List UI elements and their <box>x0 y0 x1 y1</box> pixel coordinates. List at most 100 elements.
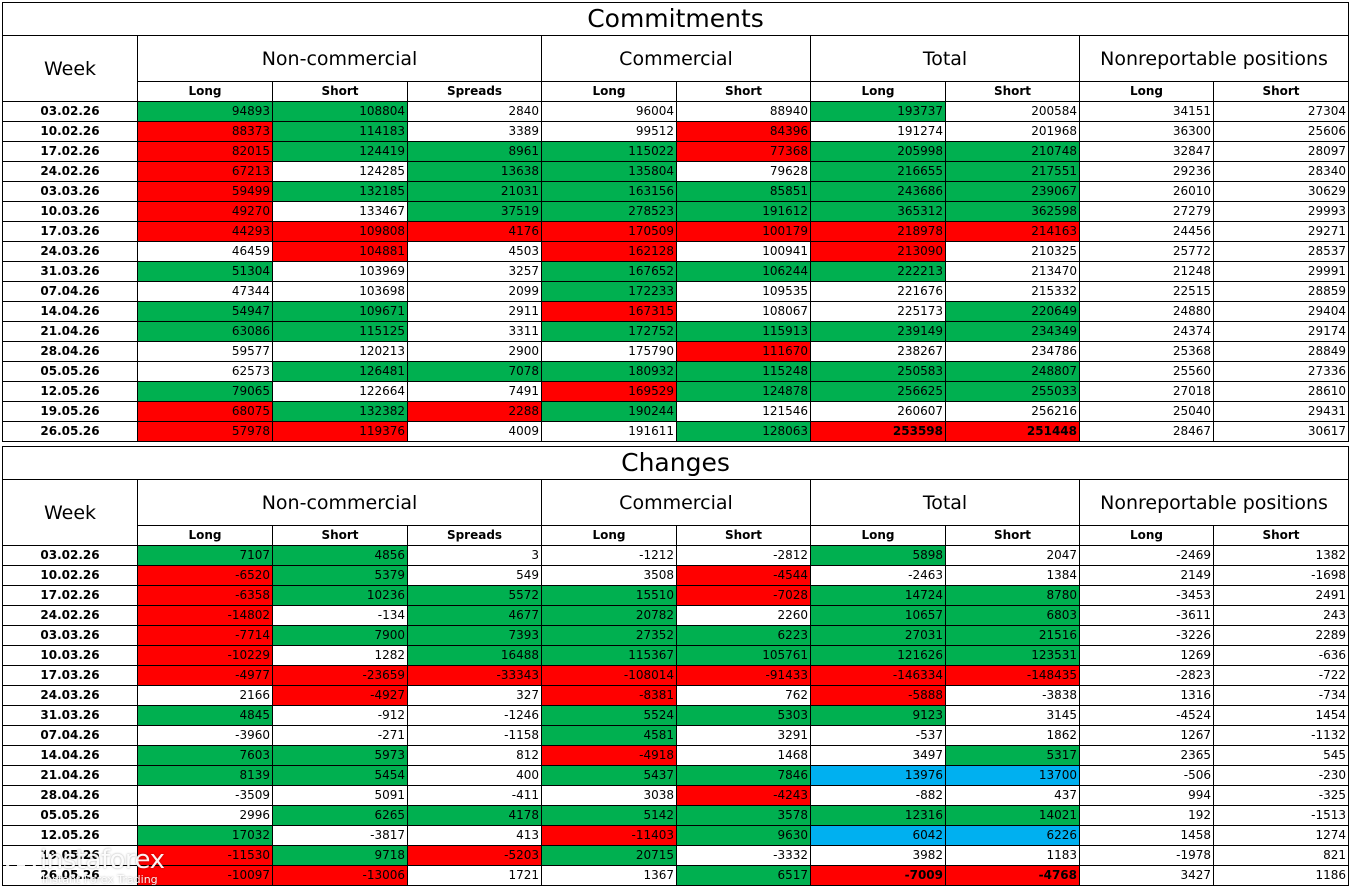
table-cell: 24456 <box>1079 221 1214 242</box>
week-label: 10.03.26 <box>2 645 138 666</box>
table-cell: 13976 <box>810 765 946 786</box>
week-label: 31.03.26 <box>2 705 138 726</box>
week-label: 31.03.26 <box>2 261 138 282</box>
table-cell: 6803 <box>945 605 1080 626</box>
table-cell: 77368 <box>676 141 811 162</box>
table-row: 24.02.26 67213 124285 13638 135804 79628 21665… <box>2 161 1349 182</box>
table-cell: 106244 <box>676 261 811 282</box>
table-cell: 29991 <box>1213 261 1349 282</box>
table-cell: 278523 <box>541 201 677 222</box>
table-cell: 8780 <box>945 585 1080 606</box>
table-cell: 132185 <box>272 181 408 202</box>
table-cell: -722 <box>1213 665 1349 686</box>
table-cell: 124285 <box>272 161 408 182</box>
table-cell: 29236 <box>1079 161 1214 182</box>
week-label: 26.05.26 <box>2 865 138 886</box>
table-cell: 30617 <box>1213 421 1349 442</box>
table-cell: 1382 <box>1213 545 1349 566</box>
table-cell: 115248 <box>676 361 811 382</box>
table-cell: 28097 <box>1213 141 1349 162</box>
table-cell: -7714 <box>137 625 273 646</box>
table-cell: 29431 <box>1213 401 1349 422</box>
week-label: 24.02.26 <box>2 161 138 182</box>
table-cell: 24374 <box>1079 321 1214 342</box>
table-cell: 13700 <box>945 765 1080 786</box>
table-cell: 2840 <box>407 101 542 122</box>
table-cell: 124419 <box>272 141 408 162</box>
table-cell: 1316 <box>1079 685 1214 706</box>
table-cell: -13006 <box>272 865 408 886</box>
table-cell: -2469 <box>1079 545 1214 566</box>
table-cell: -271 <box>272 725 408 746</box>
table-cell: -1212 <box>541 545 677 566</box>
table-cell: 215332 <box>945 281 1080 302</box>
table-cell: 115022 <box>541 141 677 162</box>
table-cell: 27018 <box>1079 381 1214 402</box>
group-header-total: Total <box>810 479 1080 526</box>
table-row: 17.03.26 44293 109808 4176 170509 100179 21897… <box>2 221 1349 242</box>
table-cell: 121626 <box>810 645 946 666</box>
table-cell: -146334 <box>810 665 946 686</box>
table-cell: -4544 <box>676 565 811 586</box>
table-cell: 104881 <box>272 241 408 262</box>
table-cell: 21031 <box>407 181 542 202</box>
table-cell: 115125 <box>272 321 408 342</box>
table-row: 10.03.26 49270 133467 37519 278523 191612 3653… <box>2 201 1349 222</box>
table-cell: 3145 <box>945 705 1080 726</box>
table-cell: 27336 <box>1213 361 1349 382</box>
table-cell: 49270 <box>137 201 273 222</box>
week-label: 26.05.26 <box>2 421 138 442</box>
table-cell: 192 <box>1079 805 1214 826</box>
table-cell: 3982 <box>810 845 946 866</box>
table-row: 17.03.26 -4977 -23659 -33343 -108014 -91433 -1… <box>2 665 1349 686</box>
table-cell: 234349 <box>945 321 1080 342</box>
table-cell: 234786 <box>945 341 1080 362</box>
table-cell: -537 <box>810 725 946 746</box>
table-cell: 17032 <box>137 825 273 846</box>
table-cell: 10657 <box>810 605 946 626</box>
table-cell: 205998 <box>810 141 946 162</box>
table-row: 17.02.26 -6358 10236 5572 15510 -7028 14724 878… <box>2 585 1349 606</box>
table-cell: 191274 <box>810 121 946 142</box>
table-cell: -6358 <box>137 585 273 606</box>
table-row: 05.05.26 62573 126481 7078 180932 115248 25058… <box>2 361 1349 382</box>
table-cell: -33343 <box>407 665 542 686</box>
commitments-body: 03.02.26 94893 108804 2840 96004 88940 193737 2… <box>2 101 1349 442</box>
table-cell: 5973 <box>272 745 408 766</box>
table-cell: 26010 <box>1079 181 1214 202</box>
table-cell: 126481 <box>272 361 408 382</box>
table-cell: 5572 <box>407 585 542 606</box>
table-cell: 191612 <box>676 201 811 222</box>
group-header-commercial: Commercial <box>541 479 811 526</box>
table-cell: 62573 <box>137 361 273 382</box>
table-cell: 10236 <box>272 585 408 606</box>
table-row: 26.05.26 -10097 -13006 1721 1367 6517 -7009 -47… <box>2 865 1349 886</box>
table-cell: -506 <box>1079 765 1214 786</box>
table-cell: 1269 <box>1079 645 1214 666</box>
week-label: 03.02.26 <box>2 545 138 566</box>
table-cell: 15510 <box>541 585 677 606</box>
commitments-title: Commitments <box>2 2 1349 36</box>
table-cell: 25040 <box>1079 401 1214 422</box>
table-cell: 4856 <box>272 545 408 566</box>
group-header-noncommercial: Non-commercial <box>137 479 542 526</box>
table-row: 03.03.26 -7714 7900 7393 27352 6223 27031 21516… <box>2 625 1349 646</box>
table-cell: 255033 <box>945 381 1080 402</box>
table-cell: -2463 <box>810 565 946 586</box>
changes-body: 03.02.26 7107 4856 3 -1212 -2812 5898 2047 -2469… <box>2 545 1349 886</box>
table-cell: 108804 <box>272 101 408 122</box>
table-cell: -4927 <box>272 685 408 706</box>
table-cell: 1721 <box>407 865 542 886</box>
table-cell: 5303 <box>676 705 811 726</box>
table-cell: 6042 <box>810 825 946 846</box>
table-cell: 248807 <box>945 361 1080 382</box>
table-cell: 1183 <box>945 845 1080 866</box>
table-cell: 3311 <box>407 321 542 342</box>
table-cell: -91433 <box>676 665 811 686</box>
table-row: 05.05.26 2996 6265 4178 5142 3578 12316 14021 19… <box>2 805 1349 826</box>
subheader-short: Short <box>945 525 1080 546</box>
table-cell: 14724 <box>810 585 946 606</box>
table-cell: 2166 <box>137 685 273 706</box>
table-cell: 545 <box>1213 745 1349 766</box>
table-cell: 3 <box>407 545 542 566</box>
